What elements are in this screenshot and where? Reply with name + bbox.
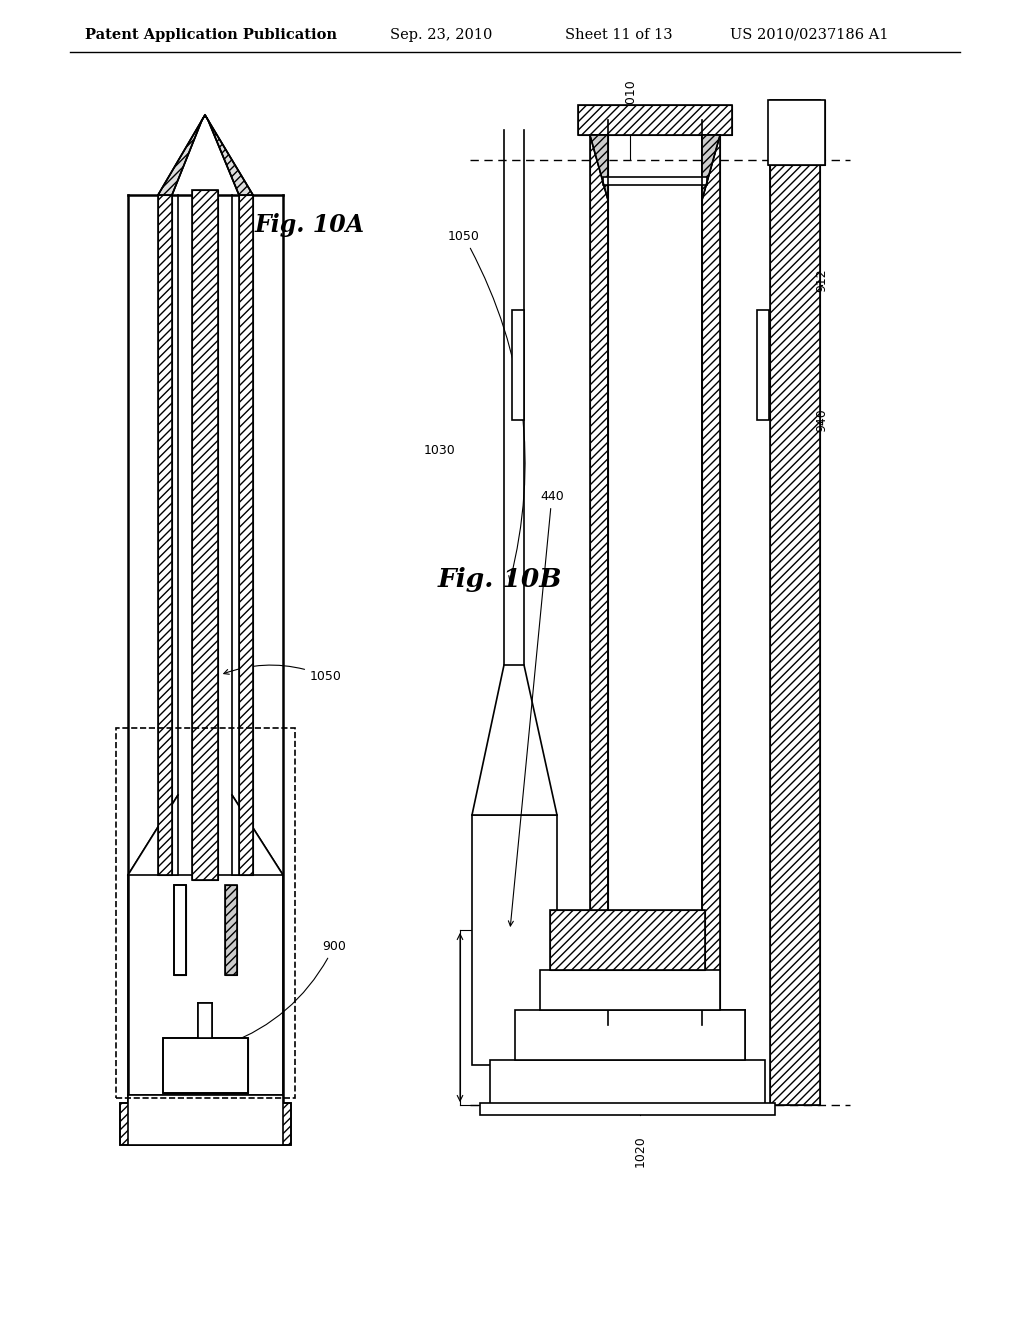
Text: 1050: 1050 [449, 230, 525, 581]
Text: Patent Application Publication: Patent Application Publication [85, 28, 337, 42]
Polygon shape [590, 135, 608, 201]
Text: 440: 440 [508, 490, 564, 927]
Bar [702, 120, 720, 1026]
Text: 1020: 1020 [634, 1135, 646, 1167]
Bar [768, 100, 825, 165]
Polygon shape [158, 115, 205, 195]
Bar [158, 195, 172, 875]
Text: Fig. 10B: Fig. 10B [437, 568, 562, 593]
Text: 940: 940 [815, 408, 828, 432]
Bar [225, 884, 237, 975]
Bar [590, 120, 608, 1026]
Text: 912: 912 [815, 268, 828, 292]
Bar [590, 120, 608, 1026]
Bar [480, 1104, 775, 1115]
Text: 1050: 1050 [224, 665, 342, 682]
Bar [174, 884, 186, 975]
Bar [174, 884, 186, 975]
Bar [163, 1038, 248, 1093]
Bar [490, 1060, 765, 1105]
Bar [578, 106, 732, 135]
Bar [512, 310, 524, 420]
Bar [193, 190, 218, 880]
Bar [128, 1096, 283, 1144]
Bar [163, 1038, 248, 1093]
Bar [550, 909, 705, 970]
Text: 900: 900 [228, 940, 346, 1044]
Text: 1030: 1030 [423, 444, 455, 457]
Bar [603, 177, 707, 185]
Bar [174, 884, 186, 975]
Bar [120, 1104, 291, 1144]
Polygon shape [205, 115, 253, 195]
Bar [550, 909, 705, 970]
Bar [540, 970, 720, 1010]
Bar [770, 100, 820, 1105]
Polygon shape [128, 795, 178, 875]
Text: Sheet 11 of 13: Sheet 11 of 13 [565, 28, 673, 42]
Polygon shape [702, 135, 720, 201]
Bar [768, 100, 825, 165]
Bar [578, 106, 732, 135]
Bar [770, 100, 820, 1105]
Bar [198, 1003, 212, 1038]
Text: US 2010/0237186 A1: US 2010/0237186 A1 [730, 28, 889, 42]
Bar [116, 729, 295, 1098]
Bar [239, 195, 253, 875]
Bar [702, 120, 720, 1026]
Polygon shape [232, 795, 283, 875]
Bar [158, 195, 172, 875]
Bar [225, 884, 237, 975]
Bar [163, 1038, 248, 1093]
Bar [120, 1104, 291, 1144]
Bar [472, 814, 557, 1065]
Text: Fig. 10A: Fig. 10A [255, 213, 366, 238]
Bar [193, 190, 218, 880]
Bar [757, 310, 769, 420]
Polygon shape [472, 665, 557, 814]
Bar [239, 195, 253, 875]
Text: 1010: 1010 [624, 78, 637, 110]
Text: Sep. 23, 2010: Sep. 23, 2010 [390, 28, 493, 42]
Bar [515, 1010, 745, 1060]
